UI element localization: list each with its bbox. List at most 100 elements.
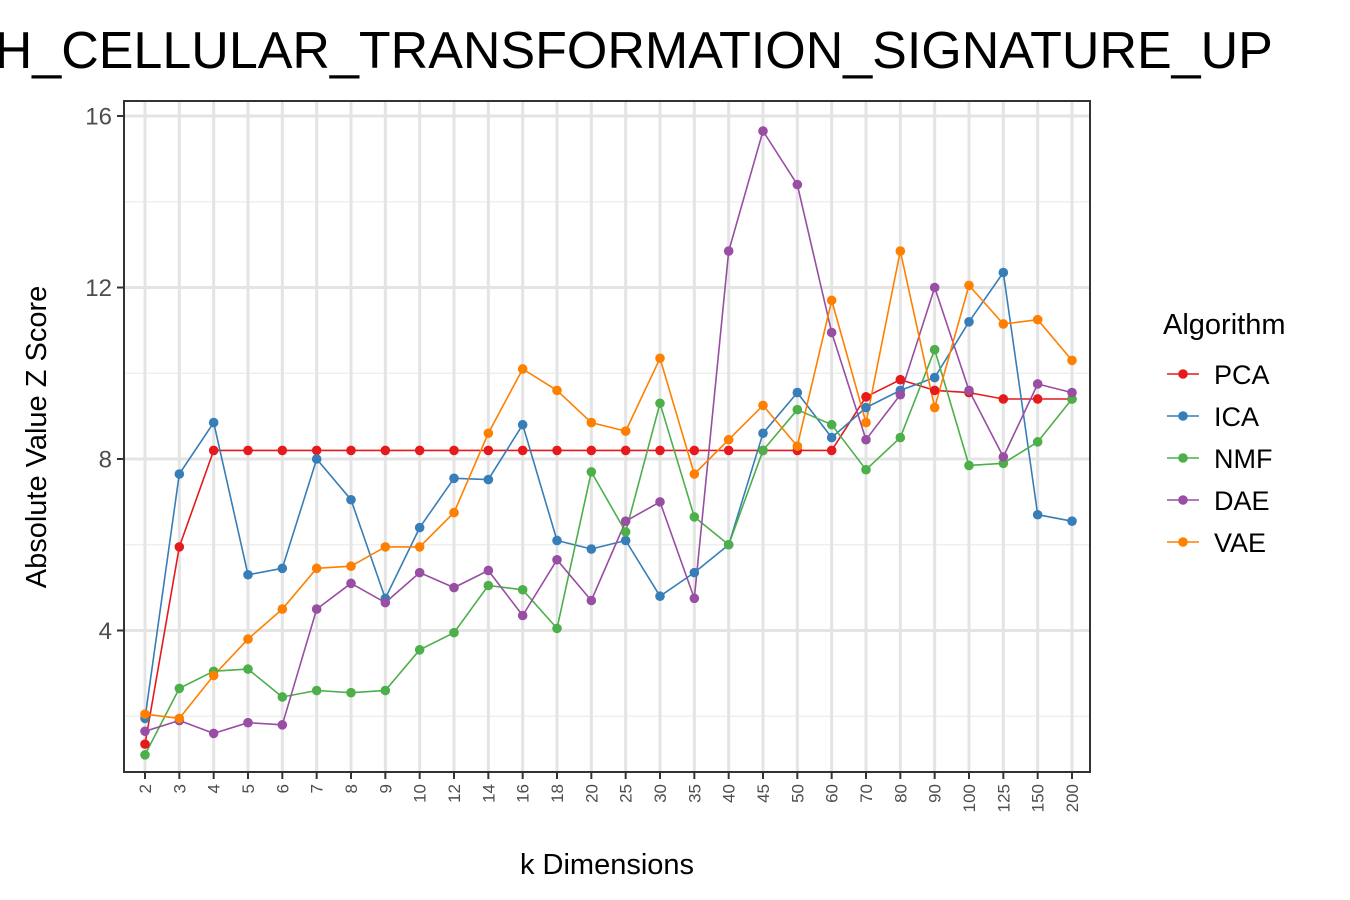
x-tick-label: 150 <box>1029 784 1048 812</box>
x-tick-label: 125 <box>994 784 1013 812</box>
x-tick-label: 50 <box>788 784 807 803</box>
data-point-pca <box>552 445 562 456</box>
data-point-pca <box>861 392 871 402</box>
data-point-pca <box>998 394 1009 404</box>
data-point-dae <box>380 597 391 608</box>
y-tick-label: 16 <box>85 104 112 131</box>
data-point-dae <box>929 282 940 293</box>
data-point-ica <box>552 535 562 546</box>
data-point-dae <box>861 434 871 445</box>
data-point-ica <box>346 494 356 505</box>
y-tick-label: 12 <box>85 275 112 302</box>
data-point-vae <box>964 280 974 291</box>
data-point-nmf <box>552 623 562 634</box>
legend-key-point <box>1178 411 1188 421</box>
series-line-nmf <box>144 348 1073 756</box>
legend: Algorithm PCA ICA NMF DAE VAE <box>1163 309 1286 558</box>
data-point-nmf <box>449 627 459 638</box>
data-point-vae <box>1067 355 1077 366</box>
data-point-vae <box>1032 314 1043 325</box>
data-point-ica <box>517 419 528 430</box>
data-point-dae <box>895 389 906 400</box>
data-point-pca <box>620 445 631 456</box>
data-point-vae <box>998 319 1009 329</box>
data-point-pca <box>243 445 253 456</box>
data-point-ica <box>414 522 425 533</box>
data-point-vae <box>517 364 528 374</box>
data-point-ica <box>243 569 253 580</box>
data-point-nmf <box>277 692 288 702</box>
data-point-nmf <box>1032 437 1043 447</box>
data-point-ica <box>861 402 871 413</box>
x-tick-label: 20 <box>582 784 601 803</box>
x-tick-label: 100 <box>960 784 979 812</box>
data-point-vae <box>208 670 219 681</box>
data-point-dae <box>449 582 459 593</box>
data-point-pca <box>414 445 425 456</box>
data-point-nmf <box>758 445 768 456</box>
data-point-pca <box>449 445 459 456</box>
data-point-vae <box>620 426 631 436</box>
data-point-dae <box>826 327 837 338</box>
data-point-vae <box>826 295 837 306</box>
data-point-vae <box>792 441 803 451</box>
data-point-pca <box>655 445 665 456</box>
legend-key-point <box>1178 453 1188 463</box>
data-point-dae <box>689 593 700 604</box>
x-tick-label: 18 <box>548 784 567 803</box>
data-point-dae <box>620 516 631 526</box>
data-point-vae <box>758 400 768 411</box>
legend-title: Algorithm <box>1163 309 1286 341</box>
data-point-nmf <box>620 527 631 537</box>
data-point-vae <box>311 563 322 574</box>
data-point-dae <box>1032 379 1043 389</box>
data-point-ica <box>311 454 322 464</box>
data-point-dae <box>723 246 734 256</box>
data-point-ica <box>208 417 219 428</box>
data-point-vae <box>449 507 459 518</box>
x-tick-label: 12 <box>445 784 464 803</box>
x-tick-label: 35 <box>685 784 704 803</box>
data-point-nmf <box>517 584 528 595</box>
data-point-dae <box>998 452 1009 462</box>
x-tick-label: 16 <box>514 784 533 803</box>
data-point-ica <box>620 535 631 546</box>
data-point-dae <box>346 578 356 589</box>
x-tick-label: 14 <box>479 784 498 803</box>
legend-label: NMF <box>1214 444 1272 474</box>
legend-key-point <box>1178 537 1188 547</box>
panel-background <box>124 101 1090 772</box>
data-point-pca <box>895 374 906 385</box>
data-point-vae <box>861 417 871 428</box>
data-point-dae <box>792 179 803 190</box>
data-point-pca <box>483 445 494 456</box>
series-line-pca <box>144 378 1072 745</box>
data-point-ica <box>998 267 1009 278</box>
data-point-ica <box>586 544 597 554</box>
data-point-vae <box>929 402 940 413</box>
legend-key-point <box>1178 495 1188 505</box>
plot-panel <box>124 101 1090 772</box>
x-tick-label: 90 <box>926 784 945 803</box>
x-tick-label: 200 <box>1063 784 1082 812</box>
data-point-nmf <box>243 664 253 674</box>
data-point-pca <box>689 445 700 456</box>
data-point-nmf <box>586 467 597 477</box>
data-point-vae <box>140 709 150 719</box>
data-point-ica <box>174 469 185 479</box>
data-point-vae <box>723 434 734 445</box>
data-point-nmf <box>929 344 940 355</box>
data-point-nmf <box>861 464 871 475</box>
data-point-ica <box>277 563 288 574</box>
legend-label: ICA <box>1214 402 1259 432</box>
data-point-vae <box>380 542 391 552</box>
data-point-pca <box>929 385 940 396</box>
x-tick-label: 45 <box>754 784 773 803</box>
x-tick-label: 2 <box>136 784 155 793</box>
data-point-vae <box>277 604 288 614</box>
data-point-vae <box>174 713 185 724</box>
legend-label: VAE <box>1214 528 1266 558</box>
data-point-nmf <box>380 685 391 696</box>
